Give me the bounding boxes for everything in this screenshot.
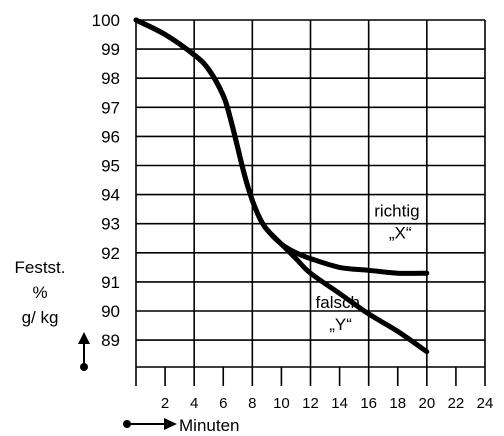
x-axis-label: Minuten bbox=[179, 416, 239, 435]
y-tick-label: 92 bbox=[101, 244, 120, 263]
y-axis-arrow-icon bbox=[78, 332, 90, 371]
y-axis-label-line-3: g/ kg bbox=[22, 308, 59, 327]
series-line-richtig-x bbox=[133, 17, 430, 276]
x-tick-label: 10 bbox=[273, 395, 290, 412]
series-label-richtig-line-1: richtig bbox=[374, 201, 419, 220]
x-tick-label: 12 bbox=[302, 395, 319, 412]
x-tick-label: 2 bbox=[161, 395, 169, 412]
x-tick-label: 8 bbox=[248, 395, 256, 412]
y-axis-label-line-2: % bbox=[32, 283, 47, 302]
series-label-falsch-line-1: falsch bbox=[316, 293, 360, 312]
series-label-richtig-line-2: „X“ bbox=[389, 223, 412, 242]
x-tick-label: 22 bbox=[448, 395, 465, 412]
y-tick-label: 100 bbox=[92, 11, 120, 30]
x-tick-label: 14 bbox=[331, 395, 348, 412]
series-line-falsch-y bbox=[133, 17, 430, 355]
y-tick-label: 98 bbox=[101, 69, 120, 88]
x-tick-label: 18 bbox=[389, 395, 406, 412]
y-tick-label: 99 bbox=[101, 40, 120, 59]
x-tick-label: 6 bbox=[219, 395, 227, 412]
x-tick-labels: 2 4 6 8 10 12 14 16 18 20 22 24 bbox=[161, 395, 493, 412]
y-tick-labels: 100 99 98 97 96 95 94 93 92 91 90 89 bbox=[92, 11, 120, 350]
y-axis-label-line-1: Festst. bbox=[14, 258, 65, 277]
y-tick-label: 93 bbox=[101, 215, 120, 234]
series-lines bbox=[133, 17, 430, 355]
y-tick-label: 95 bbox=[101, 157, 120, 176]
grid bbox=[135, 19, 486, 386]
y-tick-label: 89 bbox=[101, 331, 120, 350]
y-tick-label: 94 bbox=[101, 186, 120, 205]
series-label-falsch-line-2: „Y“ bbox=[329, 315, 352, 334]
x-tick-label: 16 bbox=[360, 395, 377, 412]
series-labels: richtig „X“ falsch „Y“ bbox=[316, 201, 420, 334]
x-axis-arrow-icon bbox=[123, 418, 177, 430]
y-tick-label: 96 bbox=[101, 127, 120, 146]
y-tick-label: 90 bbox=[101, 302, 120, 321]
x-tick-label: 4 bbox=[190, 395, 198, 412]
y-tick-label: 97 bbox=[101, 98, 120, 117]
x-tick-label: 20 bbox=[418, 395, 435, 412]
x-tick-label: 24 bbox=[477, 395, 494, 412]
y-tick-label: 91 bbox=[101, 273, 120, 292]
